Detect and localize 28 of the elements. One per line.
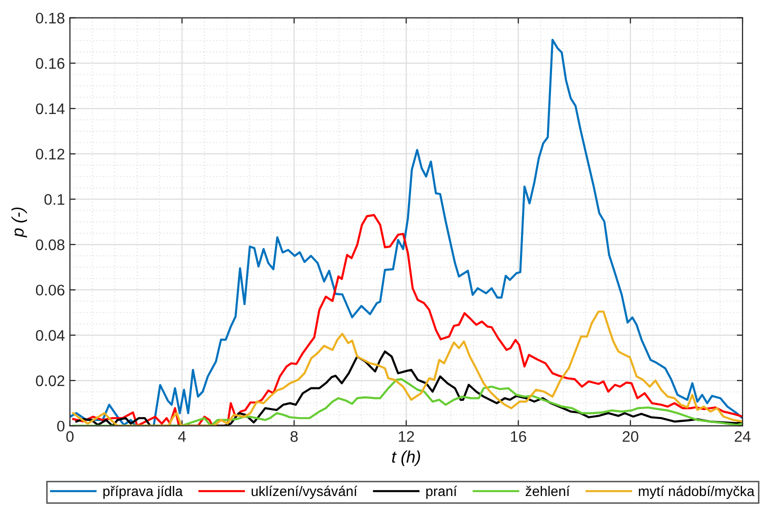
x-tick-label: 8 (290, 431, 298, 442)
y-tick-label: 0.04 (36, 330, 65, 341)
x-tick-label: 4 (178, 431, 186, 442)
legend-label: žehlení (526, 486, 570, 496)
x-tick-label: 20 (622, 431, 638, 442)
x-tick-label: 12 (398, 431, 414, 442)
legend-label: uklízení/vysávání (252, 486, 358, 499)
line-series (72, 378, 743, 426)
x-tick-label: 24 (734, 431, 751, 442)
y-tick-label: 0.1 (44, 194, 64, 205)
legend-label: mytí nádobí/myčka (638, 486, 755, 499)
y-tick-label: 0.16 (36, 58, 64, 69)
x-axis-title: t (h) (392, 450, 420, 466)
y-tick-label: 0.12 (36, 148, 64, 160)
legend-label: příprava jídla (103, 486, 183, 499)
y-tick-label: 0 (57, 420, 64, 432)
line-series (72, 214, 743, 426)
y-axis-title: p (-) (11, 208, 27, 238)
y-tick-label: 0.18 (36, 12, 64, 24)
y-tick-label: 0.06 (36, 284, 64, 296)
line-series (75, 350, 743, 426)
legend-label: praní (426, 486, 457, 499)
y-tick-label: 0.14 (36, 103, 65, 114)
y-tick-label: 0.08 (36, 239, 64, 250)
line-series (72, 310, 743, 426)
y-tick-label: 0.02 (36, 375, 64, 386)
x-tick-label: 16 (510, 431, 526, 442)
x-tick-label: 0 (66, 431, 74, 442)
